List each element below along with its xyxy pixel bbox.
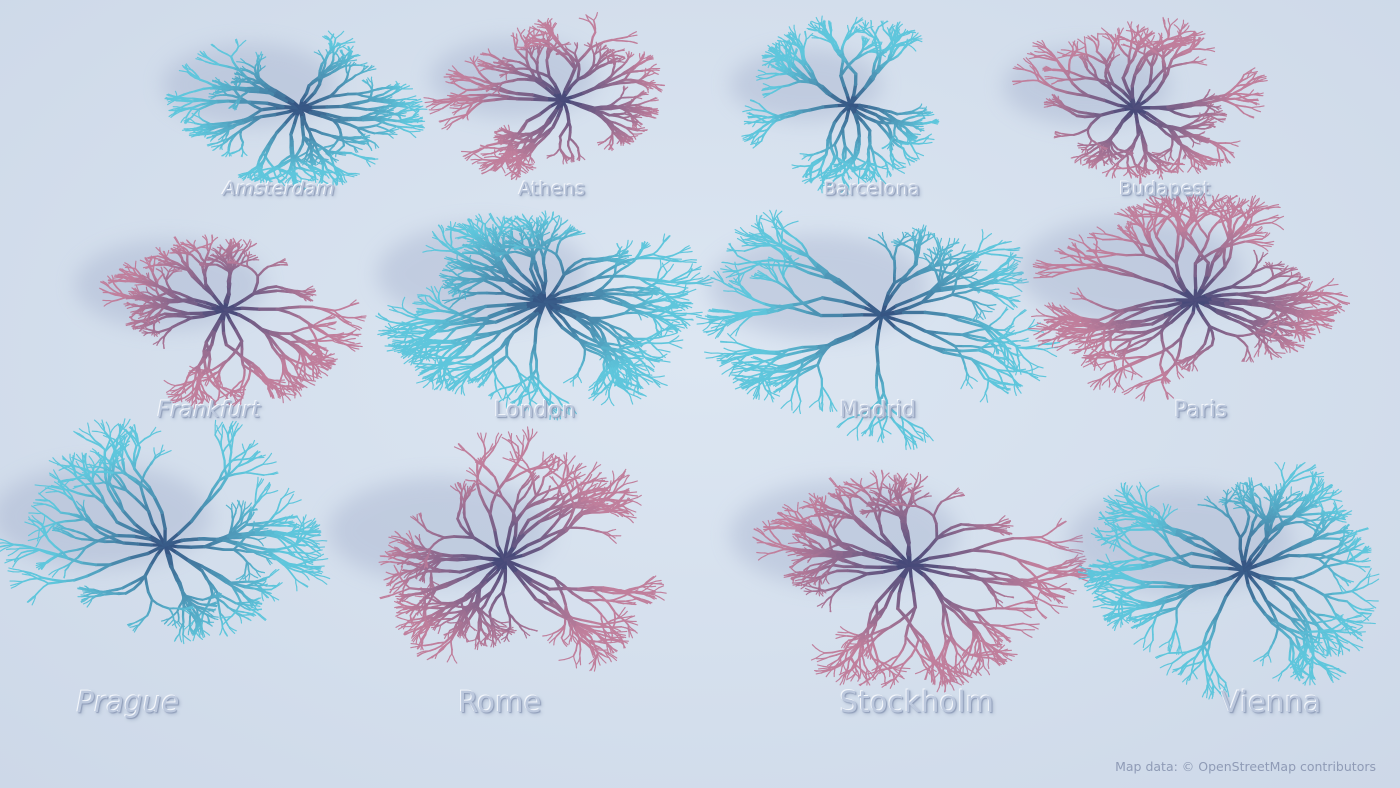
city-label-stockholm: Stockholm <box>840 685 995 719</box>
city-label-rome: Rome <box>458 685 541 719</box>
tree-athens <box>424 13 665 180</box>
tree-prague <box>0 419 330 644</box>
city-label-madrid: Madrid <box>840 398 917 423</box>
city-label-amsterdam: Amsterdam <box>223 178 335 200</box>
tree-frankfurt <box>75 235 366 409</box>
tree-london <box>376 211 714 420</box>
city-label-vienna: Vienna <box>1221 685 1322 719</box>
tree-barcelona <box>730 16 939 195</box>
tree-stockholm <box>730 470 1094 692</box>
tree-vienna <box>1068 463 1379 700</box>
city-label-paris: Paris <box>1174 398 1227 423</box>
tree-paris <box>1018 189 1350 401</box>
tree-budapest <box>1003 18 1267 184</box>
city-label-barcelona: Barcelona <box>824 178 921 200</box>
city-label-budapest: Budapest <box>1119 178 1210 200</box>
city-label-london: London <box>494 398 576 423</box>
tree-rome <box>328 427 666 671</box>
city-label-prague: Prague <box>76 685 179 719</box>
city-label-frankfurt: Frankfurt <box>157 398 260 423</box>
map-data-attribution: Map data: © OpenStreetMap contributors <box>1115 759 1376 774</box>
tree-amsterdam <box>162 31 427 192</box>
city-label-athens: Athens <box>519 178 586 200</box>
